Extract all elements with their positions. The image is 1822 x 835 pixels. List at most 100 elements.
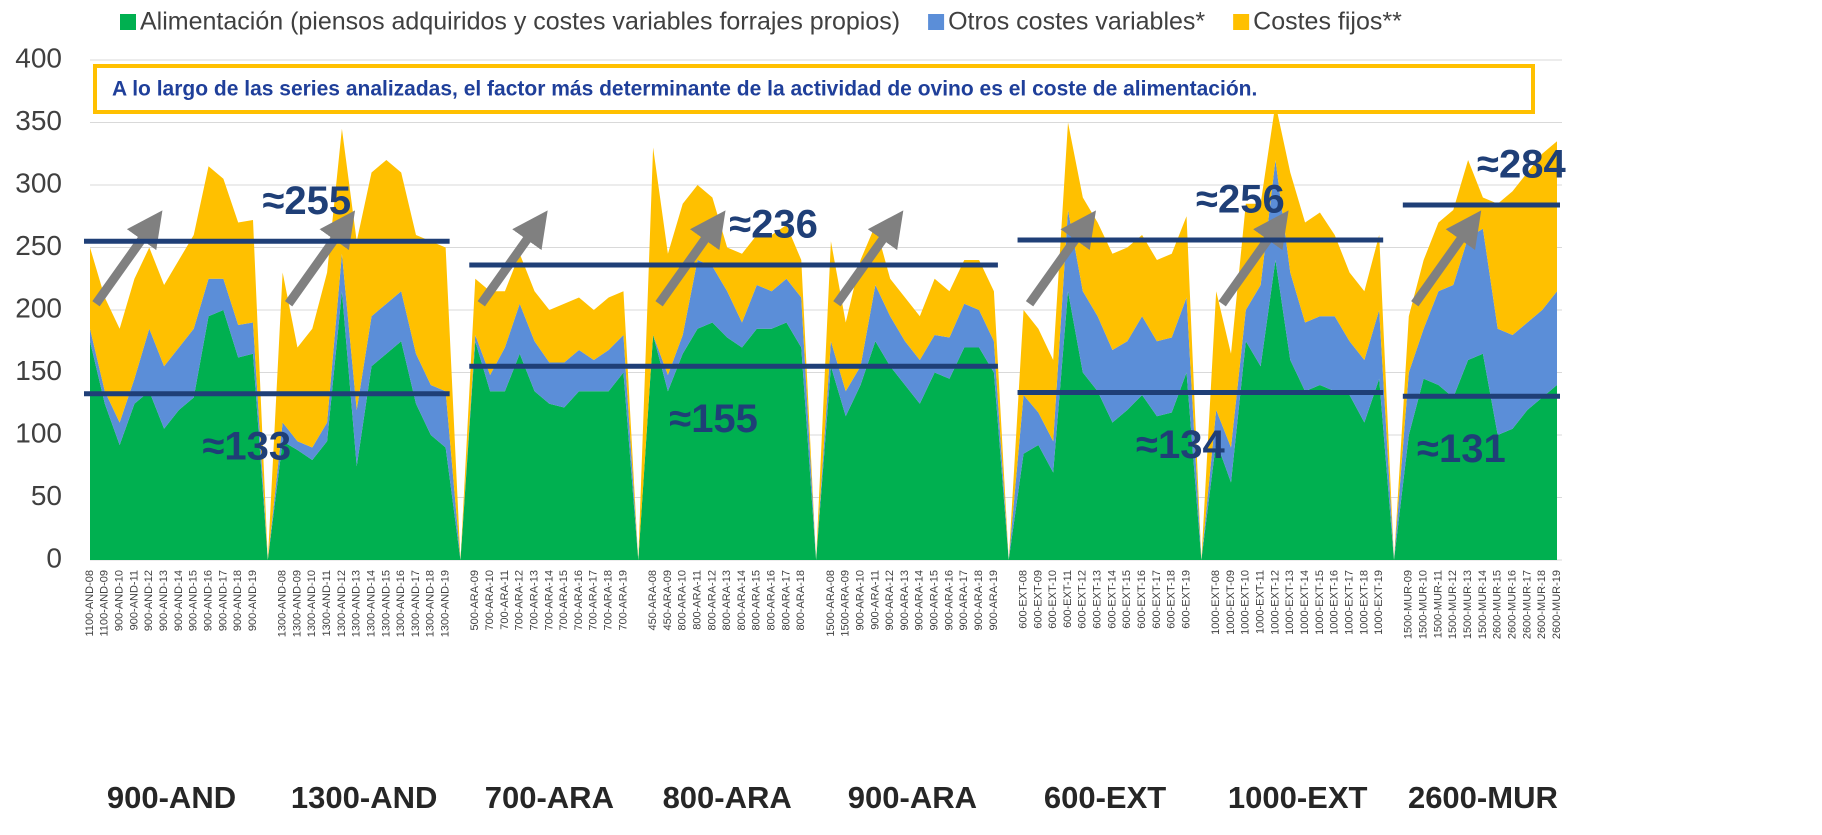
reference-label: ≈256: [1196, 178, 1285, 222]
x-tick-label: 1500-MUR-09: [1403, 570, 1415, 639]
x-tick-label: 700-ARA-19: [617, 570, 629, 631]
x-tick-label: 2600-MUR-16: [1506, 570, 1518, 639]
group-label: 1300-AND: [291, 780, 437, 815]
trend-arrow: [284, 210, 356, 307]
x-tick-label: 1300-AND-08: [277, 570, 289, 637]
x-tick-label: 800-ARA-12: [706, 570, 718, 631]
x-tick-label: 900-AND-12: [143, 570, 155, 631]
x-tick-label: 1500-ARA-09: [840, 570, 852, 637]
x-tick-label: 600-EXT-14: [1106, 570, 1118, 629]
trend-arrow: [92, 210, 163, 307]
x-tick-label: 900-ARA-16: [943, 570, 955, 631]
x-tick-label: 800-ARA-18: [795, 570, 807, 631]
x-tick-label: 900-AND-13: [158, 570, 170, 631]
reference-label: ≈255: [262, 179, 351, 223]
area: [90, 260, 1557, 560]
x-tick-label: 1000-EXT-10: [1240, 570, 1252, 635]
x-tick-label: 900-AND-10: [114, 570, 126, 631]
x-tick-label: 1500-MUR-11: [1432, 570, 1444, 638]
x-tick-label: 900-AND-18: [232, 570, 244, 631]
x-tick-label: 600-EXT-18: [1166, 570, 1178, 629]
x-tick-label: 700-ARA-12: [514, 570, 526, 631]
x-tick-label: 900-ARA-12: [884, 570, 896, 631]
x-tick-label: 2600-MUR-18: [1536, 570, 1548, 639]
x-tick-label: 1300-AND-17: [410, 570, 422, 637]
group-label: 800-ARA: [663, 780, 792, 815]
x-tick-label: 2600-MUR-17: [1521, 570, 1533, 639]
x-tick-label: 1500-MUR-10: [1418, 570, 1430, 639]
legend-label: Costes fijos**: [1253, 8, 1402, 36]
x-tick-label: 600-EXT-09: [1032, 570, 1044, 629]
x-tick-label: 800-ARA-10: [677, 570, 689, 631]
reference-label: ≈133: [202, 424, 291, 468]
x-tick-label: 900-ARA-10: [854, 570, 866, 631]
x-tick-label: 700-ARA-16: [573, 570, 585, 631]
x-tick-label: 900-AND-11: [128, 570, 140, 630]
group-label: 900-AND: [107, 780, 236, 815]
x-tick-label: 900-ARA-19: [988, 570, 1000, 631]
x-tick-label: 700-ARA-15: [558, 570, 570, 631]
x-tick-label: 1000-EXT-19: [1373, 570, 1385, 635]
x-tick-label: 700-ARA-17: [588, 570, 600, 631]
x-tick-label: 1300-AND-12: [336, 570, 348, 637]
x-tick-label: 1300-AND-16: [395, 570, 407, 637]
x-tick-label: 450-ARA-09: [662, 570, 674, 631]
x-tick-label: 1000-EXT-14: [1299, 570, 1311, 635]
x-tick-label: 1000-EXT-17: [1343, 570, 1355, 635]
x-tick-label: 1100-AND-08: [84, 570, 96, 636]
reference-label: ≈155: [669, 397, 758, 441]
overlay: ≈255 ≈133 ≈236 ≈155 ≈256 ≈134 ≈284 ≈131: [84, 143, 1567, 471]
y-tick-label: 0: [46, 542, 62, 573]
x-tick-label: 1500-MUR-12: [1447, 570, 1459, 639]
y-tick-label: 250: [15, 230, 62, 261]
subtitle-box: [93, 64, 1535, 114]
x-tick-label: 700-ARA-13: [528, 570, 540, 631]
y-tick-label: 50: [31, 480, 62, 511]
x-tick-label: 900-AND-15: [188, 570, 200, 631]
x-tick-label: 900-ARA-13: [899, 570, 911, 631]
legend-label: Alimentación (piensos adquiridos y coste…: [140, 8, 900, 36]
y-tick-label: 150: [15, 355, 62, 386]
x-tick-label: 600-EXT-12: [1077, 570, 1089, 629]
x-tick-label: 700-ARA-10: [484, 570, 496, 631]
y-tick-label: 200: [15, 292, 62, 323]
x-tick-label: 600-EXT-10: [1047, 570, 1059, 629]
x-tick-label: 1000-EXT-09: [1225, 570, 1237, 635]
x-tick-label: 1300-AND-09: [291, 570, 303, 637]
group-label: 1000-EXT: [1228, 780, 1368, 815]
x-tick-label: 900-AND-14: [173, 570, 185, 631]
x-tick-label: 900-AND-17: [217, 570, 229, 631]
x-tick-label: 900-ARA-14: [914, 570, 926, 631]
x-tick-label: 1300-AND-14: [365, 570, 377, 637]
x-tick-label: 1300-AND-10: [306, 570, 318, 637]
x-tick-label: 1500-MUR-13: [1462, 570, 1474, 639]
legend-label: Otros costes variables*: [948, 8, 1205, 36]
x-tick-label: 600-EXT-16: [1136, 570, 1148, 629]
x-tick-label: 800-ARA-15: [751, 570, 763, 631]
x-tick-label: 600-EXT-17: [1151, 570, 1163, 629]
x-tick-label: 900-ARA-17: [958, 570, 970, 631]
group-label: 600-EXT: [1044, 780, 1166, 815]
x-tick-label: 2600-MUR-19: [1551, 570, 1563, 639]
trend-arrow: [1411, 210, 1482, 307]
x-tick-label: 900-AND-19: [247, 570, 259, 631]
x-tick-label: 450-ARA-08: [647, 570, 659, 631]
x-tick-label: 600-EXT-08: [1017, 570, 1029, 629]
group-label: 700-ARA: [485, 780, 614, 815]
x-tick-label: 600-EXT-15: [1121, 570, 1133, 629]
x-tick-label: 600-EXT-11: [1062, 570, 1074, 628]
x-tick-label: 1000-EXT-16: [1329, 570, 1341, 635]
x-tick-label: 1300-AND-11: [321, 570, 333, 636]
legend-swatch: [120, 14, 136, 30]
x-tick-label: 700-ARA-18: [603, 570, 615, 631]
x-tick-label: 900-AND-16: [202, 570, 214, 631]
y-tick-label: 100: [15, 417, 62, 448]
x-tick-label: 1100-AND-09: [99, 570, 111, 636]
y-tick-label: 350: [15, 105, 62, 136]
x-tick-label: 1000-EXT-18: [1358, 570, 1370, 635]
y-tick-label: 400: [15, 42, 62, 73]
group-label: 900-ARA: [848, 780, 977, 815]
x-tick-label: 500-ARA-09: [469, 570, 481, 631]
x-tick-label: 900-ARA-15: [929, 570, 941, 631]
x-tick-label: 800-ARA-16: [766, 570, 778, 631]
